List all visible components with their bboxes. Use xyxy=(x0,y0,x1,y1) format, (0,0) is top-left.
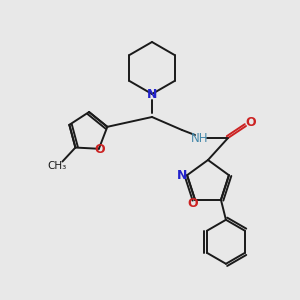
Text: O: O xyxy=(188,197,198,210)
Text: O: O xyxy=(94,143,105,156)
Text: N: N xyxy=(177,169,187,182)
Text: O: O xyxy=(246,116,256,128)
Text: CH₃: CH₃ xyxy=(48,160,67,170)
Text: NH: NH xyxy=(191,131,209,145)
Text: N: N xyxy=(147,88,157,100)
